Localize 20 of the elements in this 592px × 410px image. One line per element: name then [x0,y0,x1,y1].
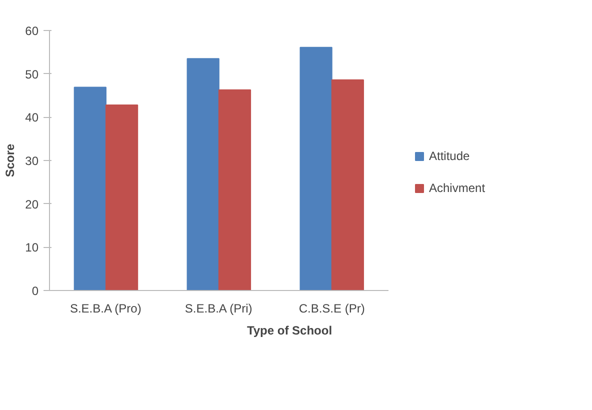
x-axis-title: Type of School [246,324,332,338]
y-tick-label: 40 [25,110,39,125]
x-tick-label: S.E.B.A (Pro) [70,302,142,316]
x-tick-label: S.E.B.A (Pri) [184,302,252,316]
y-axis-title: Score [3,144,18,178]
legend-label: Achivment [429,181,486,195]
y-tick-label: 60 [25,24,39,38]
bar [331,79,364,290]
x-tick-label: C.B.S.E (Pr) [298,302,365,316]
bar [218,89,252,290]
bar [300,46,332,290]
y-tick-label: 30 [25,154,39,168]
y-tick-label: 20 [25,197,39,212]
y-tick-label: 10 [25,240,39,255]
bar [74,86,106,290]
y-tick-label: 50 [25,67,39,82]
y-tick-label: 0 [32,284,39,298]
legend-label: Attitude [429,149,470,163]
bar [105,104,138,290]
bar [186,58,220,290]
